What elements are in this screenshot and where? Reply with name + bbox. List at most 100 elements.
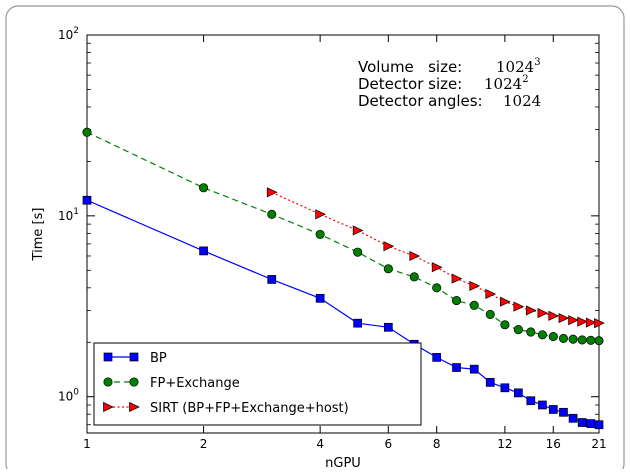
y-tick-label: 100 bbox=[58, 388, 79, 404]
data-point bbox=[353, 247, 363, 257]
data-point bbox=[586, 419, 596, 428]
legend-marker bbox=[129, 401, 140, 413]
data-point bbox=[525, 305, 537, 316]
x-axis-label: nGPU bbox=[325, 456, 361, 469]
data-point bbox=[485, 378, 495, 387]
data-point bbox=[559, 407, 568, 417]
x-tick-label: 2 bbox=[200, 437, 208, 451]
legend-entry: FP+Exchange bbox=[103, 376, 240, 391]
data-point bbox=[538, 400, 547, 410]
data-point bbox=[577, 335, 587, 345]
series-1 bbox=[82, 195, 604, 430]
data-point bbox=[585, 317, 597, 328]
legend-box bbox=[93, 342, 422, 426]
data-point bbox=[315, 229, 325, 239]
data-point bbox=[451, 273, 463, 284]
y-tick-label: 101 bbox=[58, 207, 79, 223]
data-point bbox=[485, 288, 497, 300]
data-point bbox=[82, 195, 92, 205]
legend-marker bbox=[129, 352, 139, 362]
data-point bbox=[558, 333, 569, 343]
data-point bbox=[577, 418, 587, 427]
data-point bbox=[577, 316, 588, 327]
legend-marker bbox=[103, 352, 113, 362]
data-point bbox=[558, 313, 570, 324]
data-point bbox=[431, 262, 443, 273]
data-point bbox=[383, 264, 393, 274]
data-point bbox=[568, 413, 578, 423]
legend-marker bbox=[129, 377, 139, 387]
data-point bbox=[594, 420, 604, 430]
data-point bbox=[548, 405, 558, 414]
data-point bbox=[469, 280, 481, 291]
data-point bbox=[500, 320, 510, 330]
data-point bbox=[199, 183, 209, 193]
legend-marker bbox=[103, 377, 113, 387]
data-point bbox=[451, 296, 462, 306]
x-tick-label: 6 bbox=[385, 437, 393, 451]
data-point bbox=[432, 283, 442, 293]
annotation-detector-angles-label: Detector angles: bbox=[358, 92, 483, 110]
data-point bbox=[548, 332, 558, 342]
data-point bbox=[485, 309, 495, 319]
data-point bbox=[315, 293, 325, 303]
data-point bbox=[267, 209, 277, 219]
data-point bbox=[266, 187, 278, 198]
legend-entry: BP bbox=[103, 351, 167, 366]
x-tick-label: 8 bbox=[433, 437, 441, 451]
data-point bbox=[594, 318, 605, 329]
data-point bbox=[537, 330, 547, 340]
y-tick-label: 102 bbox=[58, 26, 79, 42]
legend-entries: BP FP+Exchange SIRT (BP+FP+Exchange+host) bbox=[103, 351, 349, 416]
data-point bbox=[199, 246, 208, 256]
data-point bbox=[469, 300, 479, 310]
annotation-detector-angles-value: 1024 bbox=[503, 92, 541, 110]
data-point bbox=[267, 275, 277, 284]
data-point bbox=[432, 353, 442, 362]
legend-entry: SIRT (BP+FP+Exchange+host) bbox=[103, 401, 349, 416]
data-point bbox=[383, 241, 395, 252]
data-point bbox=[500, 296, 511, 307]
data-point bbox=[548, 310, 560, 321]
legend-label: BP bbox=[150, 351, 167, 366]
x-tick-label: 1 bbox=[83, 437, 91, 451]
data-point bbox=[82, 127, 92, 137]
legend-label: FP+Exchange bbox=[150, 376, 240, 391]
data-point bbox=[500, 383, 510, 393]
data-point bbox=[513, 325, 523, 335]
x-tick-label: 16 bbox=[546, 437, 561, 451]
data-point bbox=[452, 363, 461, 372]
data-point bbox=[352, 225, 364, 236]
data-point bbox=[586, 335, 596, 345]
x-tick-label: 4 bbox=[316, 437, 324, 451]
x-tick-label: 21 bbox=[591, 437, 606, 451]
annotation-detector-size-value: 10242 bbox=[484, 74, 529, 93]
x-tick-label: 12 bbox=[497, 437, 512, 451]
data-point bbox=[568, 315, 579, 326]
legend: BP FP+Exchange SIRT (BP+FP+Exchange+host) bbox=[93, 342, 422, 426]
data-series bbox=[82, 127, 605, 430]
data-point bbox=[409, 272, 419, 282]
annotation-volume-label: Volume size: bbox=[358, 58, 462, 76]
annotation-volume-value: 10243 bbox=[496, 57, 541, 76]
data-point bbox=[537, 308, 549, 319]
legend-marker bbox=[103, 401, 114, 413]
data-point bbox=[383, 322, 393, 332]
annotation-detector-size-label: Detector size: bbox=[358, 75, 462, 93]
series-2 bbox=[82, 127, 604, 346]
data-point bbox=[353, 318, 363, 328]
data-point bbox=[513, 301, 525, 312]
data-point bbox=[315, 209, 326, 220]
data-point bbox=[568, 334, 578, 344]
data-point bbox=[469, 364, 479, 374]
data-point bbox=[409, 250, 421, 262]
annotation-block: Volume size: 10243 Detector size: 10242 … bbox=[358, 57, 541, 110]
data-point bbox=[526, 396, 536, 406]
series-3 bbox=[266, 187, 605, 329]
y-axis-label: Time [s] bbox=[31, 208, 46, 262]
data-point bbox=[594, 336, 604, 346]
legend-label: SIRT (BP+FP+Exchange+host) bbox=[150, 401, 349, 416]
